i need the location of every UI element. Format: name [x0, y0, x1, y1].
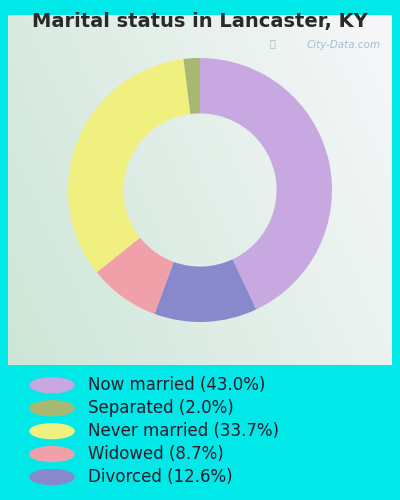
Text: City-Data.com: City-Data.com: [306, 40, 380, 50]
Circle shape: [30, 470, 74, 484]
Circle shape: [30, 446, 74, 462]
Wedge shape: [184, 58, 200, 114]
Text: Widowed (8.7%): Widowed (8.7%): [88, 445, 224, 463]
Text: Now married (43.0%): Now married (43.0%): [88, 376, 265, 394]
Text: Divorced (12.6%): Divorced (12.6%): [88, 468, 233, 486]
Text: Never married (33.7%): Never married (33.7%): [88, 422, 279, 440]
Wedge shape: [97, 238, 174, 314]
Text: Separated (2.0%): Separated (2.0%): [88, 399, 234, 417]
Circle shape: [30, 401, 74, 415]
Circle shape: [30, 424, 74, 438]
Text: Marital status in Lancaster, KY: Marital status in Lancaster, KY: [32, 12, 368, 32]
Wedge shape: [154, 260, 256, 322]
Circle shape: [30, 378, 74, 392]
Wedge shape: [200, 58, 332, 310]
Wedge shape: [68, 59, 190, 272]
Text: Ⓢ: Ⓢ: [269, 38, 275, 48]
